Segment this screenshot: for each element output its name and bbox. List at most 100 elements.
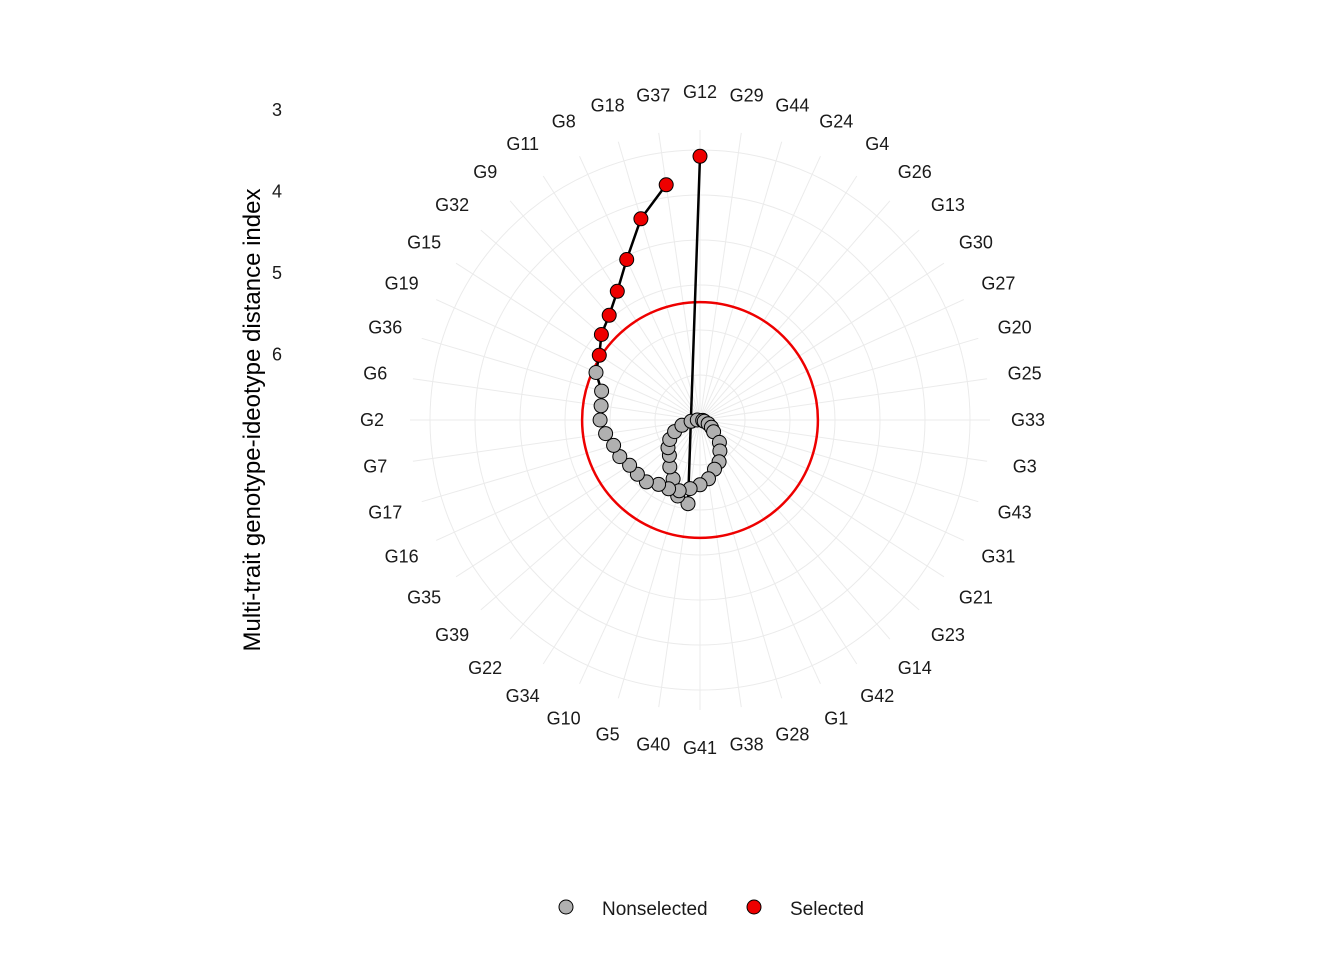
category-label-G2: G2 — [360, 410, 384, 430]
grid-spoke — [455, 262, 701, 421]
data-point-G19 — [588, 365, 604, 380]
category-label-G34: G34 — [506, 686, 540, 706]
grid-spoke — [542, 175, 701, 421]
data-point-G7 — [598, 426, 614, 442]
grid-spoke — [699, 419, 979, 503]
category-label-G20: G20 — [998, 318, 1032, 338]
category-label-G26: G26 — [898, 162, 932, 182]
category-label-G12: G12 — [683, 82, 717, 102]
grid-spoke — [455, 419, 701, 578]
category-label-G32: G32 — [435, 195, 469, 215]
category-label-G16: G16 — [385, 546, 419, 566]
category-label-G40: G40 — [636, 735, 670, 755]
radial-tick-label: 4 — [272, 182, 282, 202]
grid-spoke — [699, 419, 988, 462]
category-label-G36: G36 — [368, 318, 402, 338]
legend-label-selected: Selected — [790, 899, 864, 920]
category-label-G18: G18 — [591, 95, 625, 115]
category-label-G31: G31 — [981, 546, 1015, 566]
category-label-G7: G7 — [363, 457, 387, 477]
category-label-G35: G35 — [407, 587, 441, 607]
radial-tick-label: 5 — [272, 263, 282, 283]
data-point-G2 — [592, 412, 608, 428]
category-label-G27: G27 — [981, 274, 1015, 294]
category-label-G39: G39 — [435, 625, 469, 645]
legend-label-nonselected: Nonselected — [602, 899, 708, 920]
grid-layer — [410, 130, 990, 710]
category-label-G5: G5 — [596, 725, 620, 745]
category-label-G43: G43 — [998, 502, 1032, 522]
category-label-G28: G28 — [775, 725, 809, 745]
grid-spoke — [699, 419, 742, 708]
category-label-G10: G10 — [547, 708, 581, 728]
grid-spoke — [699, 229, 920, 421]
grid-spoke — [699, 419, 891, 640]
category-label-G23: G23 — [931, 625, 965, 645]
data-point-G32 — [593, 327, 609, 342]
data-point-G18 — [633, 211, 649, 227]
data-point-G15 — [591, 347, 607, 363]
category-label-G17: G17 — [368, 502, 402, 522]
grid-spoke — [617, 141, 701, 421]
category-label-G3: G3 — [1013, 457, 1037, 477]
grid-spoke — [699, 419, 965, 541]
data-point-G6 — [593, 398, 609, 414]
category-label-G44: G44 — [775, 95, 809, 115]
category-label-G1: G1 — [824, 708, 848, 728]
data-point-G34 — [651, 476, 667, 492]
grid-spoke — [699, 337, 979, 421]
data-point-G29 — [680, 496, 696, 512]
grid-spoke — [617, 419, 701, 699]
data-point-G9 — [601, 307, 617, 323]
category-label-G38: G38 — [730, 735, 764, 755]
category-label-G41: G41 — [683, 738, 717, 758]
grid-spoke — [699, 419, 920, 611]
grid-spoke — [421, 337, 701, 421]
grid-spoke — [579, 155, 701, 421]
selection-threshold-circle — [580, 300, 820, 540]
category-label-G19: G19 — [385, 274, 419, 294]
grid-spoke — [699, 419, 945, 578]
grid-spoke — [480, 229, 701, 421]
grid-spoke — [699, 155, 821, 421]
data-point-G35 — [622, 457, 638, 473]
category-label-G25: G25 — [1008, 363, 1042, 383]
category-label-G8: G8 — [552, 112, 576, 132]
category-label-G24: G24 — [819, 112, 853, 132]
category-labels: G12 G29 G44 G24 G4 G26 G13 G30 G27 G20 G25 G33 G3 G43… — [360, 82, 1045, 758]
grid-spoke — [699, 200, 891, 421]
grid-spoke — [658, 419, 701, 708]
data-point-G8 — [619, 252, 635, 267]
category-label-G42: G42 — [860, 686, 894, 706]
grid-spoke — [435, 299, 701, 421]
radial-tick-label: 3 — [272, 100, 282, 120]
grid-spoke — [699, 132, 742, 421]
grid-spoke — [412, 378, 701, 421]
category-label-G30: G30 — [959, 233, 993, 253]
category-label-G21: G21 — [959, 587, 993, 607]
threshold-layer — [580, 300, 820, 540]
grid-spoke — [699, 299, 965, 421]
category-label-G15: G15 — [407, 233, 441, 253]
grid-spoke — [699, 175, 858, 421]
data-point-G17 — [606, 437, 622, 453]
category-label-G33: G33 — [1011, 410, 1045, 430]
legend: Nonselected Selected — [558, 899, 864, 920]
category-label-G6: G6 — [363, 363, 387, 383]
data-point-G37 — [658, 177, 674, 193]
category-label-G13: G13 — [931, 195, 965, 215]
data-point-G11 — [609, 283, 625, 299]
category-label-G11: G11 — [506, 134, 539, 154]
grid-spoke — [579, 419, 701, 685]
grid-spoke — [699, 262, 945, 421]
radial-tick-labels: 3 4 5 6 — [272, 100, 282, 365]
category-label-G14: G14 — [898, 658, 932, 678]
category-label-G9: G9 — [473, 162, 497, 182]
legend-key-selected — [746, 899, 762, 915]
category-label-G29: G29 — [730, 85, 764, 105]
category-label-G37: G37 — [636, 85, 670, 105]
grid-spoke — [421, 419, 701, 503]
grid-spoke — [658, 132, 701, 421]
grid-spoke — [412, 419, 701, 462]
